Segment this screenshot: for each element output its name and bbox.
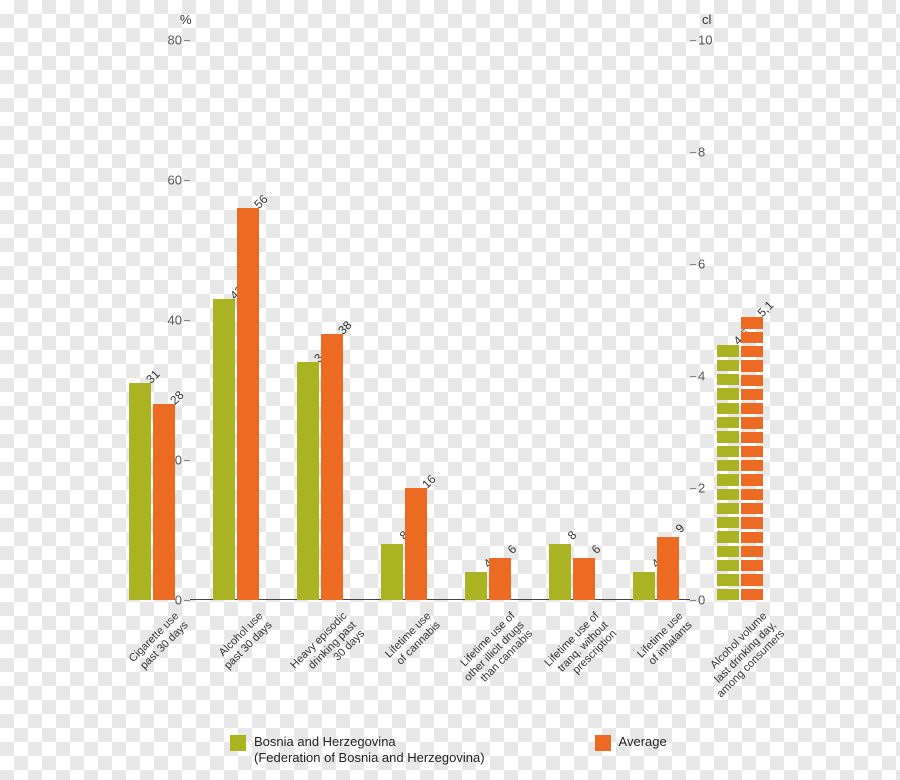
legend-swatch-a — [230, 735, 246, 751]
legend-item-a: Bosnia and Herzegovina (Federation of Bo… — [230, 734, 485, 767]
ytick-mark — [184, 320, 190, 321]
bar-b — [657, 537, 679, 600]
bar-b — [405, 488, 427, 600]
ytick-mark — [184, 600, 190, 601]
ytick-right: 2 — [698, 481, 705, 496]
bar-b — [321, 334, 343, 600]
legend-text-a: Bosnia and Herzegovina (Federation of Bo… — [254, 734, 485, 767]
ytick-left: 80 — [168, 33, 182, 48]
bar-a — [717, 342, 739, 600]
legend: Bosnia and Herzegovina (Federation of Bo… — [230, 734, 667, 767]
bar-value-label: 9 — [673, 521, 688, 536]
ytick-left: 40 — [168, 313, 182, 328]
legend-swatch-b — [595, 735, 611, 751]
ytick-mark — [690, 40, 696, 41]
ytick-right: 8 — [698, 145, 705, 160]
bar-value-label: 6 — [505, 542, 520, 557]
category-label: Cigarette usepast 30 days — [32, 610, 191, 769]
bar-a — [381, 544, 403, 600]
ytick-right: 4 — [698, 369, 705, 384]
legend-sublabel-a: (Federation of Bosnia and Herzegovina) — [254, 750, 485, 765]
ytick-mark — [690, 488, 696, 489]
legend-item-b: Average — [595, 734, 667, 750]
bar-b — [153, 404, 175, 600]
bar-b — [489, 558, 511, 600]
ytick-mark — [690, 264, 696, 265]
bar-a — [633, 572, 655, 600]
ytick-mark — [184, 40, 190, 41]
ytick-right: 10 — [698, 33, 712, 48]
chart-stage: % cl 02040608002468103128Cigarette usepa… — [0, 0, 900, 780]
bar-a — [549, 544, 571, 600]
ytick-mark — [690, 152, 696, 153]
bar-value-label: 6 — [589, 542, 604, 557]
left-axis-title: % — [180, 12, 192, 27]
right-axis-title: cl — [702, 12, 711, 27]
ytick-left: 60 — [168, 173, 182, 188]
bar-a — [465, 572, 487, 600]
bar-b — [573, 558, 595, 600]
bar-b — [237, 208, 259, 600]
bar-b — [741, 314, 763, 600]
legend-label-a: Bosnia and Herzegovina — [254, 734, 396, 749]
ytick-mark — [690, 600, 696, 601]
ytick-left: 0 — [175, 593, 182, 608]
bar-value-label: 8 — [565, 528, 580, 543]
ytick-mark — [690, 376, 696, 377]
bar-a — [297, 362, 319, 600]
legend-label-b: Average — [619, 734, 667, 750]
bar-a — [213, 299, 235, 600]
ytick-mark — [184, 460, 190, 461]
plot-area: 02040608002468103128Cigarette usepast 30… — [190, 40, 690, 600]
bar-a — [129, 383, 151, 600]
ytick-mark — [184, 180, 190, 181]
ytick-right: 0 — [698, 593, 705, 608]
ytick-right: 6 — [698, 257, 705, 272]
x-baseline — [190, 599, 690, 600]
